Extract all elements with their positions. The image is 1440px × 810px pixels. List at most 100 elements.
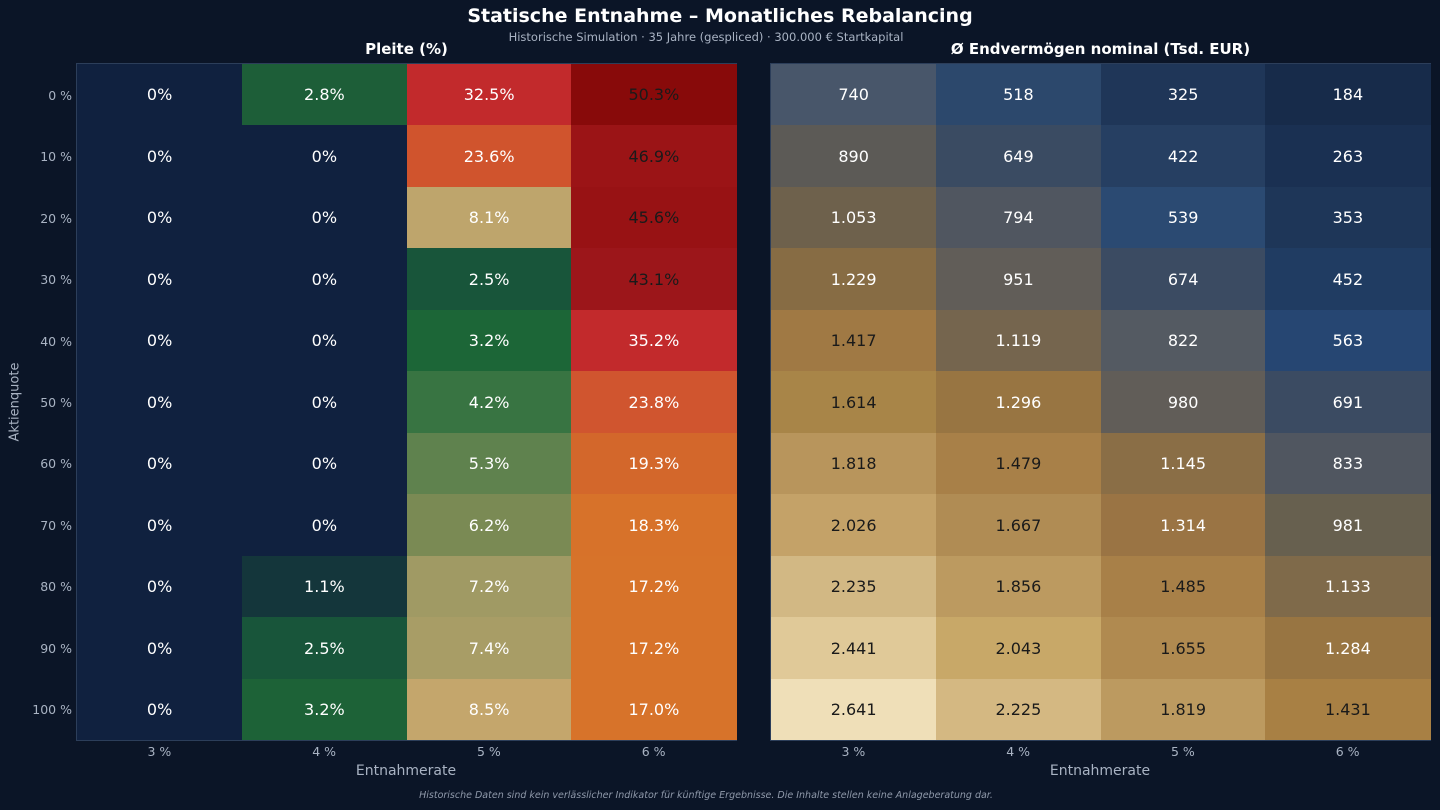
heatmap-cell-pleite: 0% <box>77 248 243 311</box>
y-tick-label: 50 % <box>40 395 72 410</box>
heatmap-cell-pleite: 0% <box>77 64 243 126</box>
left-x-axis-label: Entnahmerate <box>355 763 457 779</box>
heatmap-cell-pleite: 32.5% <box>406 64 572 126</box>
right-panel-title: Ø Endvermögen nominal (Tsd. EUR) <box>950 40 1251 58</box>
heatmap-cell-endvermoegen: 1.479 <box>935 432 1101 495</box>
heatmap-cell-endvermoegen: 184 <box>1265 64 1431 126</box>
heatmap-cell-endvermoegen: 2.225 <box>935 678 1101 741</box>
chart-subtitle: Historische Simulation · 35 Jahre (gespl… <box>508 30 904 44</box>
heatmap-cell-pleite: 0% <box>77 186 243 249</box>
heatmap-cell-endvermoegen: 1.431 <box>1265 678 1431 741</box>
x-tick-label-pleite: 5 % <box>476 744 501 759</box>
heatmap-cell-endvermoegen: 563 <box>1265 309 1431 372</box>
heatmap-cell-endvermoegen: 1.053 <box>771 186 937 249</box>
heatmap-cell-pleite: 0% <box>77 125 243 188</box>
heatmap-cell-endvermoegen: 822 <box>1100 309 1266 372</box>
heatmap-cell-endvermoegen: 1.133 <box>1265 555 1431 618</box>
heatmap-cell-pleite: 4.2% <box>406 371 572 434</box>
heatmap-cell-pleite: 3.2% <box>241 678 407 741</box>
heatmap-pleite: 0% 2.8% 32.5% 50.3% 0% 0% 23.6% 46.9% 0% 0% 8.1% 45… <box>76 63 737 741</box>
heatmap-cell-endvermoegen: 794 <box>935 186 1101 249</box>
heatmap-cell-endvermoegen: 1.819 <box>1100 678 1266 741</box>
heatmap-cell-pleite: 2.8% <box>241 64 407 126</box>
heatmap-cell-pleite: 0% <box>77 678 243 741</box>
x-tick-label-pleite: 6 % <box>641 744 666 759</box>
heatmap-cell-pleite: 18.3% <box>571 494 737 557</box>
heatmap-cell-pleite: 43.1% <box>571 248 737 311</box>
heatmap-cell-endvermoegen: 1.856 <box>935 555 1101 618</box>
heatmap-cell-pleite: 0% <box>241 309 407 372</box>
heatmap-cell-pleite: 0% <box>241 371 407 434</box>
heatmap-cell-endvermoegen: 674 <box>1100 248 1266 311</box>
heatmap-cell-pleite: 0% <box>77 494 243 557</box>
y-tick-label: 80 % <box>40 579 72 595</box>
heatmap-cell-endvermoegen: 1.655 <box>1100 617 1266 680</box>
heatmap-cell-pleite: 46.9% <box>571 125 737 188</box>
heatmap-cell-pleite: 7.4% <box>406 617 572 680</box>
heatmap-cell-pleite: 2.5% <box>241 617 407 680</box>
y-tick-label: 0 % <box>48 87 72 103</box>
heatmap-cell-pleite: 17.2% <box>571 555 737 618</box>
heatmap-cell-pleite: 0% <box>241 125 407 188</box>
heatmap-cell-endvermoegen: 1.667 <box>935 494 1101 557</box>
heatmap-cell-endvermoegen: 890 <box>771 125 937 188</box>
right-x-axis-label: Entnahmerate <box>1049 763 1151 779</box>
heatmap-cell-endvermoegen: 452 <box>1265 248 1431 311</box>
heatmap-cell-endvermoegen: 1.314 <box>1100 494 1266 557</box>
heatmap-cell-endvermoegen: 691 <box>1265 371 1431 434</box>
heatmap-cell-pleite: 50.3% <box>571 64 737 126</box>
y-tick-label: 60 % <box>40 456 72 472</box>
heatmap-endvermoegen: 740 518 325 184 890 649 422 263 1.053 794 539 353 1.… <box>770 63 1431 741</box>
heatmap-cell-endvermoegen: 740 <box>771 64 937 126</box>
heatmap-cell-pleite: 8.1% <box>406 186 572 249</box>
heatmap-cell-endvermoegen: 2.441 <box>771 617 937 680</box>
heatmap-cell-endvermoegen: 1.614 <box>771 371 937 434</box>
heatmap-cell-endvermoegen: 1.296 <box>935 371 1101 434</box>
heatmap-cell-pleite: 5.3% <box>406 432 572 495</box>
x-tick-label-pleite: 3 % <box>147 744 172 759</box>
y-tick-label: 70 % <box>40 517 72 533</box>
heatmap-cell-endvermoegen: 649 <box>935 125 1101 188</box>
y-tick-label: 10 % <box>40 149 72 165</box>
left-panel-title: Pleite (%) <box>365 40 448 58</box>
heatmap-cell-endvermoegen: 2.026 <box>771 494 937 557</box>
heatmap-cell-endvermoegen: 2.043 <box>935 617 1101 680</box>
heatmap-cell-endvermoegen: 539 <box>1100 186 1266 249</box>
x-tick-label-endvermoegen: 5 % <box>1170 744 1195 759</box>
heatmap-cell-endvermoegen: 1.284 <box>1265 617 1431 680</box>
heatmap-cell-endvermoegen: 951 <box>935 248 1101 311</box>
heatmap-cell-pleite: 2.5% <box>406 248 572 311</box>
chart-title: Statische Entnahme – Monatliches Rebalan… <box>467 5 973 27</box>
heatmap-cell-pleite: 3.2% <box>406 309 572 372</box>
heatmap-cell-pleite: 7.2% <box>406 555 572 618</box>
heatmap-cell-endvermoegen: 1.818 <box>771 432 937 495</box>
heatmap-cell-pleite: 17.2% <box>571 617 737 680</box>
heatmap-cell-pleite: 0% <box>77 432 243 495</box>
x-tick-label-endvermoegen: 4 % <box>1006 744 1031 759</box>
heatmap-cell-pleite: 23.6% <box>406 125 572 188</box>
x-tick-label-endvermoegen: 6 % <box>1335 744 1360 759</box>
heatmap-cell-pleite: 0% <box>77 555 243 618</box>
y-tick-label: 90 % <box>40 640 72 656</box>
heatmap-cell-pleite: 1.1% <box>241 555 407 618</box>
heatmap-cell-pleite: 0% <box>241 248 407 311</box>
heatmap-cell-endvermoegen: 980 <box>1100 371 1266 434</box>
heatmap-cell-endvermoegen: 1.417 <box>771 309 937 372</box>
heatmap-cell-pleite: 19.3% <box>571 432 737 495</box>
heatmap-cell-endvermoegen: 981 <box>1265 494 1431 557</box>
heatmap-cell-pleite: 23.8% <box>571 371 737 434</box>
heatmap-cell-endvermoegen: 518 <box>935 64 1101 126</box>
heatmap-cell-pleite: 0% <box>77 309 243 372</box>
heatmap-cell-pleite: 8.5% <box>406 678 572 741</box>
heatmap-cell-endvermoegen: 1.119 <box>935 309 1101 372</box>
heatmap-cell-endvermoegen: 2.235 <box>771 555 937 618</box>
heatmap-cell-pleite: 0% <box>77 617 243 680</box>
heatmap-cell-pleite: 0% <box>241 494 407 557</box>
heatmap-cell-endvermoegen: 1.145 <box>1100 432 1266 495</box>
heatmap-cell-endvermoegen: 2.641 <box>771 678 937 741</box>
heatmap-cell-pleite: 0% <box>241 432 407 495</box>
heatmap-cell-pleite: 17.0% <box>571 678 737 741</box>
y-tick-label: 20 % <box>40 210 72 226</box>
heatmap-cell-endvermoegen: 263 <box>1265 125 1431 188</box>
heatmap-cell-pleite: 35.2% <box>571 309 737 372</box>
